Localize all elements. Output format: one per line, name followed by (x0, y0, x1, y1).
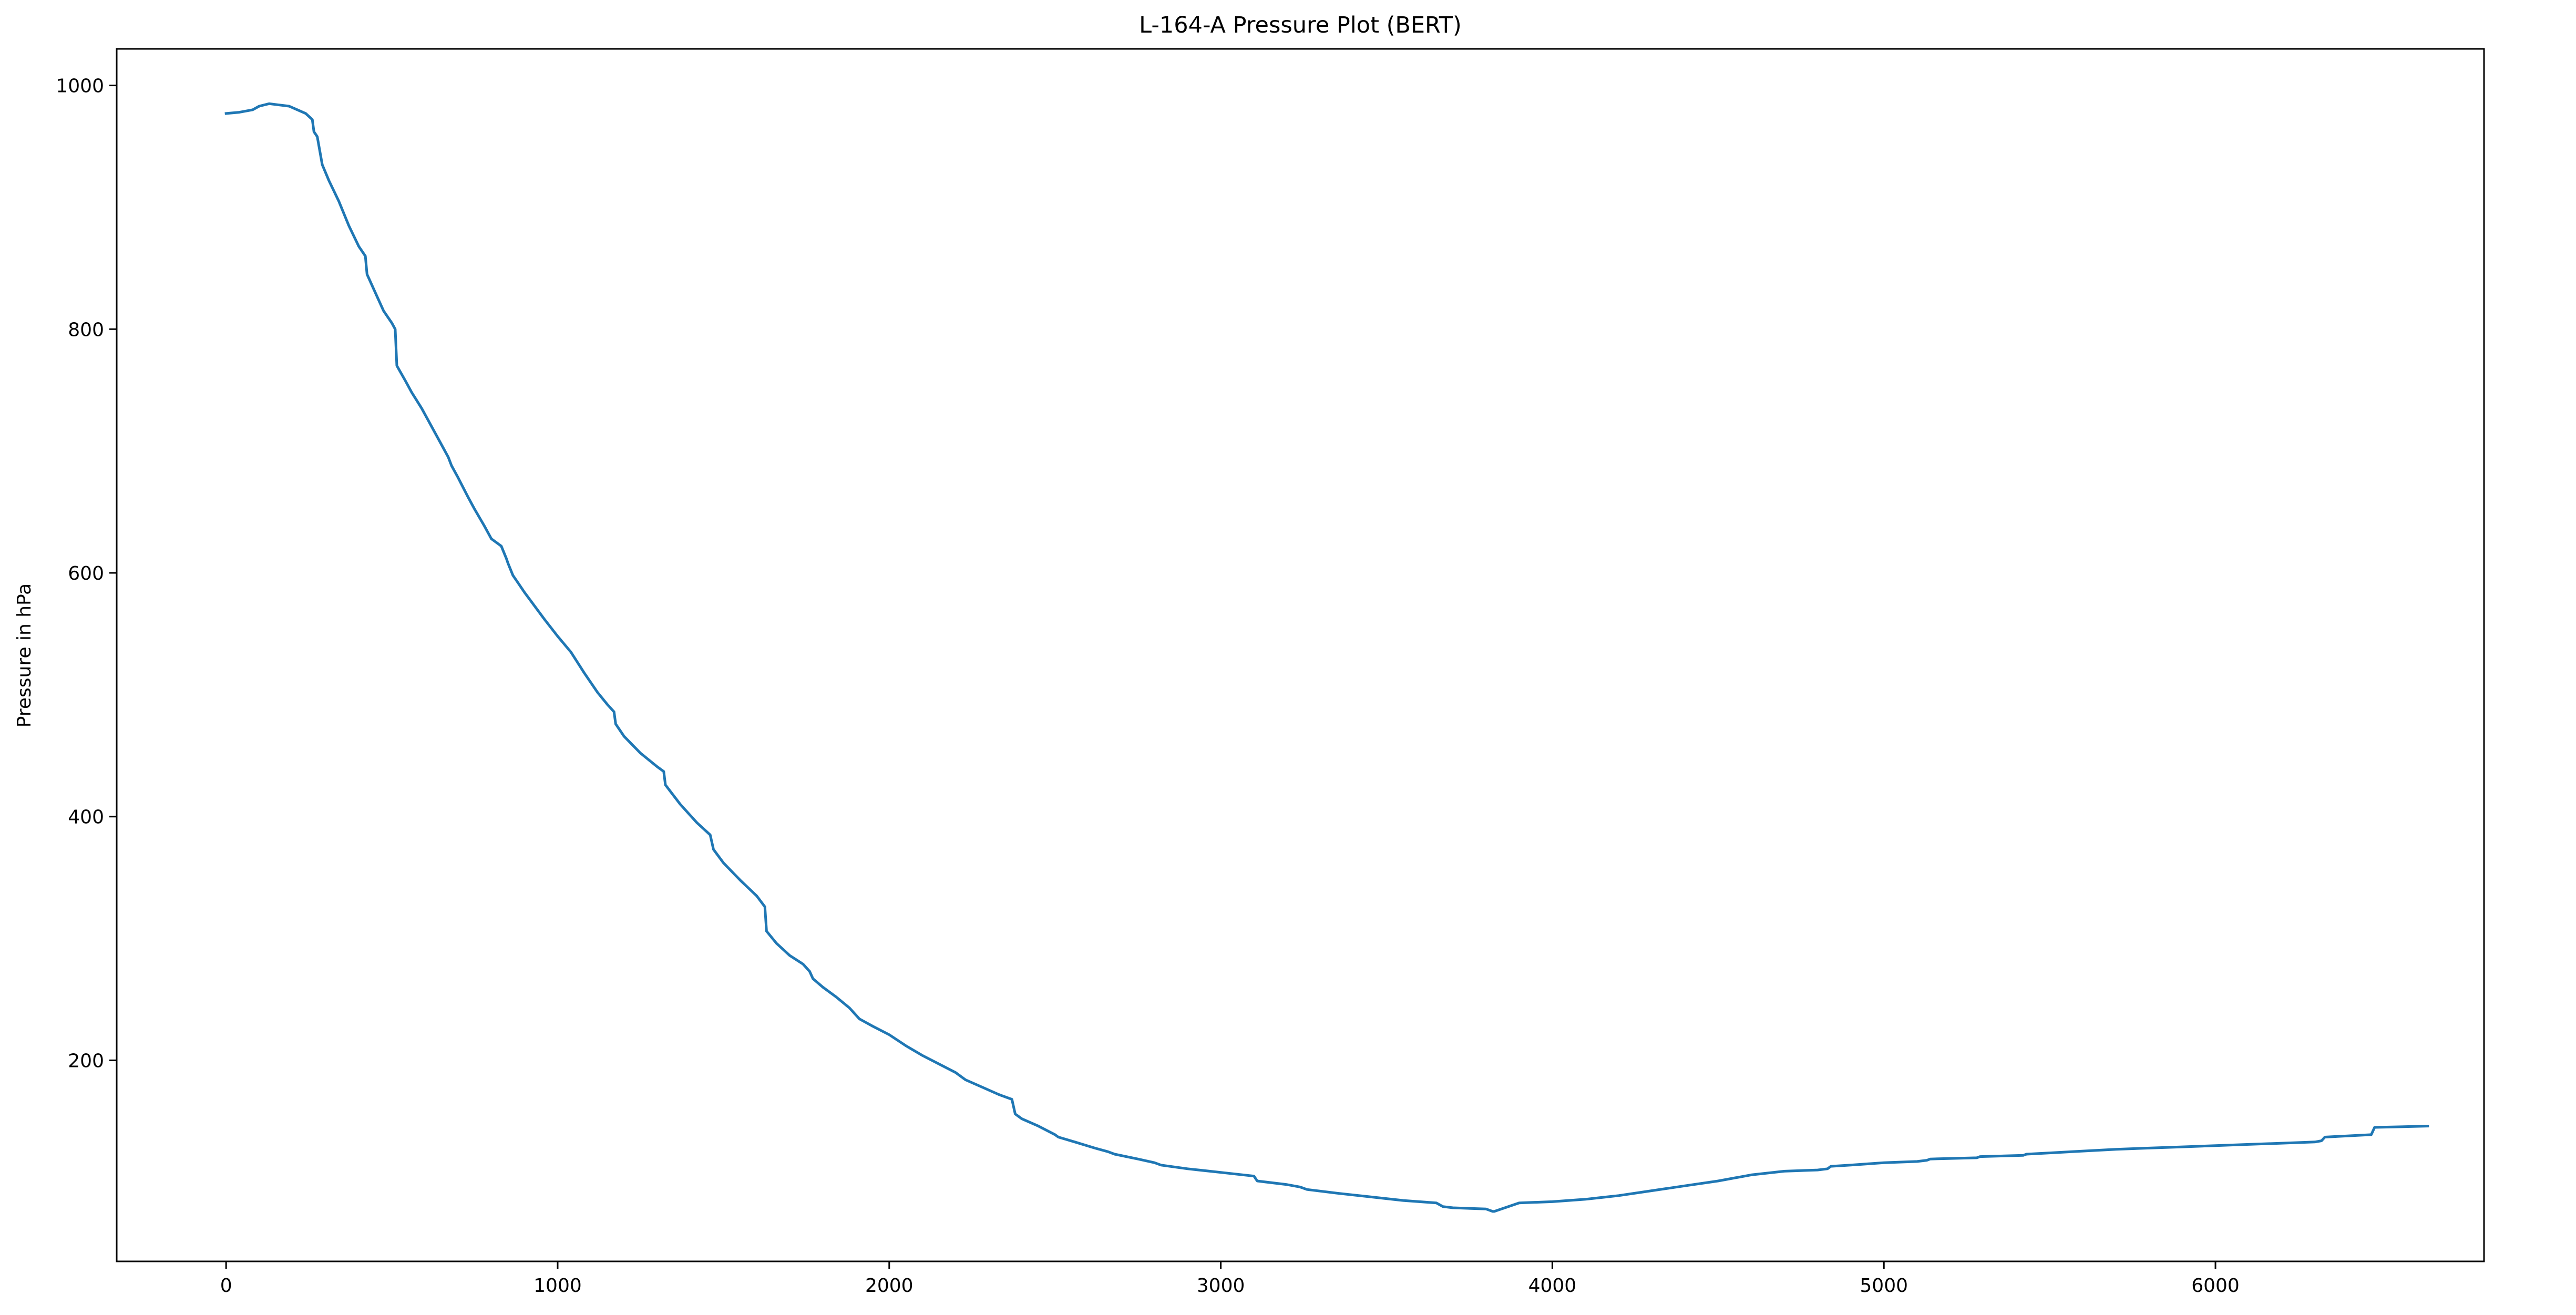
x-tick-label: 4000 (1528, 1275, 1577, 1297)
x-tick-label: 3000 (1197, 1275, 1245, 1297)
y-tick-label: 800 (68, 319, 104, 341)
y-tick-label: 1000 (56, 76, 104, 97)
y-axis-label: Pressure in hPa (14, 583, 35, 727)
x-tick-label: 1000 (533, 1275, 582, 1297)
plot-area (224, 102, 2429, 1213)
x-tick-label: 0 (220, 1275, 232, 1297)
y-tick-label: 200 (68, 1050, 104, 1072)
axes-frame (116, 48, 2485, 1262)
x-axis: 0 1000 2000 3000 4000 5000 6000 (220, 1261, 2240, 1297)
chart-title: L-164-A Pressure Plot (BERT) (1139, 12, 1462, 38)
x-tick-label: 5000 (1860, 1275, 1908, 1297)
y-tick-label: 600 (68, 563, 104, 584)
y-tick-label: 400 (68, 807, 104, 828)
pressure-series-line (224, 102, 2429, 1213)
x-tick-label: 2000 (865, 1275, 914, 1297)
x-tick-label: 6000 (2191, 1275, 2240, 1297)
y-axis: 200 400 600 800 1000 (56, 76, 117, 1072)
